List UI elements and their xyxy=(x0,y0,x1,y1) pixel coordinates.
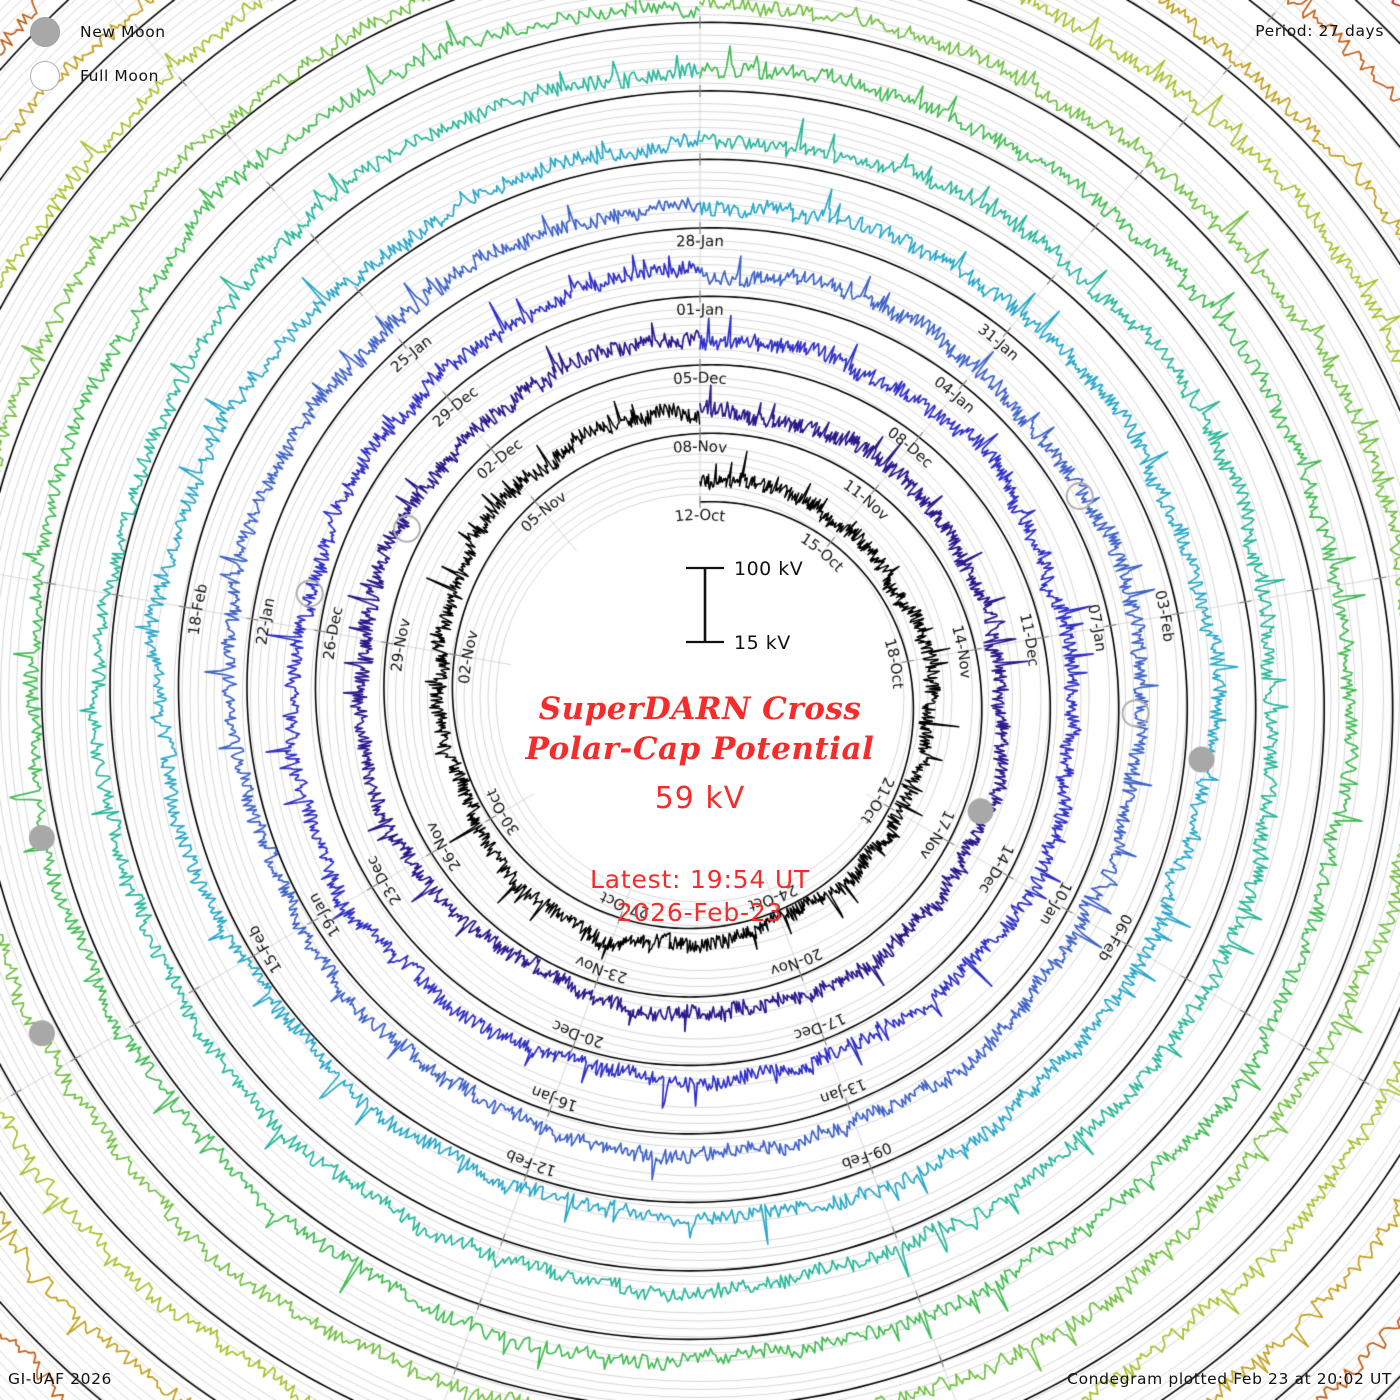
center-annotation: SuperDARN Cross Polar-Cap Potential 59 k… xyxy=(350,690,1050,929)
scale-top-label: 100 kV xyxy=(734,560,803,580)
amplitude-scale-bar: 100 kV 15 kV xyxy=(676,560,876,660)
latest-timestamp: Latest: 19:54 UT 2026-Feb-23 xyxy=(350,864,1050,929)
scale-bottom-label: 15 kV xyxy=(734,632,791,654)
legend-label-new-moon: New Moon xyxy=(80,23,166,41)
legend-item-full-moon: Full Moon xyxy=(22,54,282,98)
plot-title-line2: Polar-Cap Potential xyxy=(525,730,875,767)
full-moon-icon xyxy=(30,61,60,91)
legend-item-new-moon: New Moon xyxy=(22,10,282,54)
legend-label-full-moon: Full Moon xyxy=(80,67,159,85)
plot-title-line1: SuperDARN Cross xyxy=(538,691,862,727)
latest-date: 2026-Feb-23 xyxy=(616,897,784,927)
latest-time: Latest: 19:54 UT xyxy=(590,865,810,895)
period-label: Period: 27 days xyxy=(1255,22,1384,40)
plot-timestamp-label: Condegram plotted Feb 23 at 20:02 UT xyxy=(1067,1370,1392,1388)
latest-value: 59 kV xyxy=(654,781,746,817)
credit-label: GI-UAF 2026 xyxy=(8,1370,113,1388)
moon-phase-legend: New Moon Full Moon xyxy=(22,10,282,98)
plot-title: SuperDARN Cross Polar-Cap Potential xyxy=(350,690,1050,769)
new-moon-icon xyxy=(30,17,60,47)
